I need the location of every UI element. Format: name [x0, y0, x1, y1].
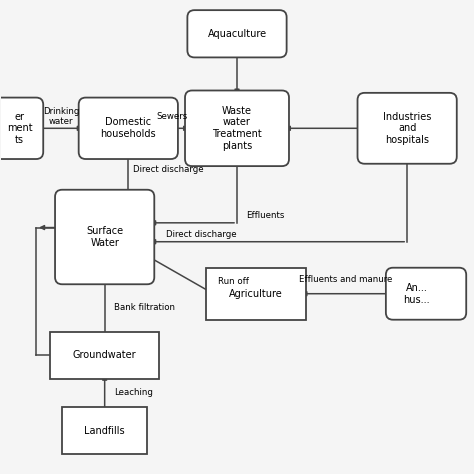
Text: Drinking
water: Drinking water	[43, 107, 79, 126]
FancyBboxPatch shape	[185, 91, 289, 166]
FancyBboxPatch shape	[55, 190, 155, 284]
Text: Sewers: Sewers	[156, 112, 188, 121]
Text: An...
hus...: An... hus...	[403, 283, 430, 304]
Text: er
ment
ts: er ment ts	[7, 112, 32, 145]
Text: Direct discharge: Direct discharge	[133, 165, 204, 174]
FancyBboxPatch shape	[357, 93, 457, 164]
Text: Direct discharge: Direct discharge	[166, 230, 237, 239]
Text: Landfills: Landfills	[84, 426, 125, 436]
Text: Industries
and
hospitals: Industries and hospitals	[383, 112, 431, 145]
Text: Leaching: Leaching	[114, 389, 153, 398]
Text: Domestic
households: Domestic households	[100, 118, 156, 139]
Text: Waste
water
Treatment
plants: Waste water Treatment plants	[212, 106, 262, 151]
FancyBboxPatch shape	[206, 268, 306, 319]
FancyBboxPatch shape	[386, 268, 466, 319]
FancyBboxPatch shape	[0, 98, 43, 159]
Text: Bank filtration: Bank filtration	[114, 303, 175, 312]
Text: Surface
Water: Surface Water	[86, 226, 123, 248]
FancyBboxPatch shape	[62, 407, 147, 455]
FancyBboxPatch shape	[50, 331, 159, 379]
FancyBboxPatch shape	[79, 98, 178, 159]
Text: Aquaculture: Aquaculture	[208, 29, 266, 39]
Text: Effluents: Effluents	[246, 211, 285, 220]
FancyBboxPatch shape	[187, 10, 287, 57]
Text: Agriculture: Agriculture	[229, 289, 283, 299]
Text: Run off: Run off	[218, 277, 249, 286]
Text: Effluents and manure: Effluents and manure	[299, 275, 392, 284]
Text: Groundwater: Groundwater	[73, 350, 137, 360]
